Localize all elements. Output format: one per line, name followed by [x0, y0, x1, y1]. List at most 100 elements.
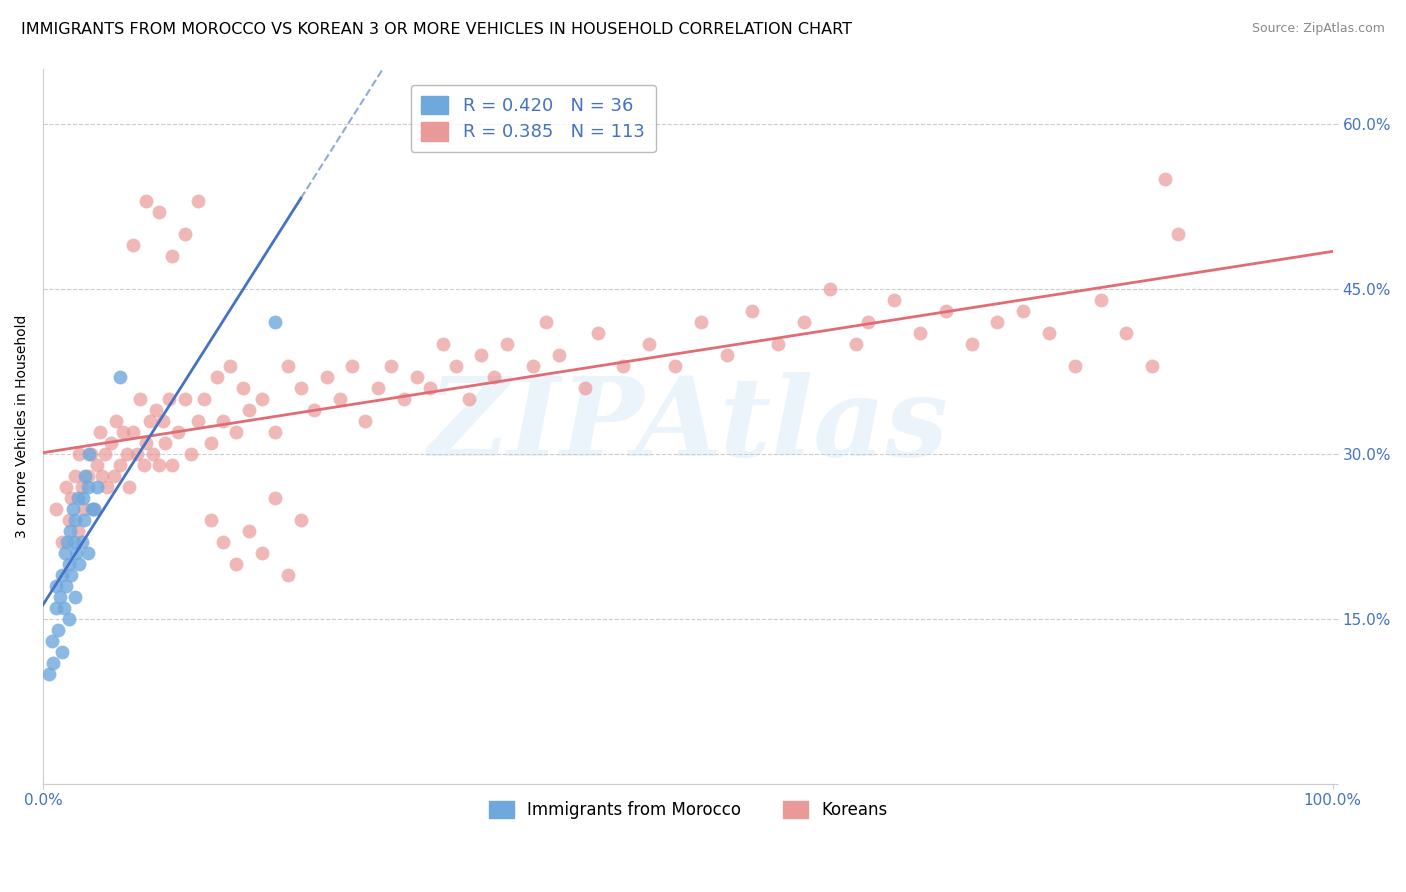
Point: [55, 480, 77, 494]
Point: [329, 392, 352, 406]
Point: [145, 402, 167, 417]
Point: [766, 336, 789, 351]
Point: [125, 447, 148, 461]
Point: [232, 381, 254, 395]
Point: [135, 435, 157, 450]
Point: [574, 381, 596, 395]
Point: [160, 249, 183, 263]
Point: [62, 501, 84, 516]
Point: [986, 315, 1008, 329]
Point: [72, 491, 94, 505]
Point: [67, 557, 90, 571]
Point: [91, 468, 114, 483]
Point: [496, 336, 519, 351]
Point: [238, 524, 260, 538]
Point: [79, 447, 101, 461]
Point: [45, 579, 67, 593]
Point: [264, 315, 287, 329]
Point: [432, 336, 454, 351]
Point: [94, 447, 117, 461]
Point: [110, 458, 132, 472]
Point: [53, 546, 76, 560]
Text: ZIPAtlas: ZIPAtlas: [427, 372, 948, 480]
Y-axis label: 3 or more Vehicles in Household: 3 or more Vehicles in Household: [15, 315, 30, 538]
Point: [1154, 171, 1177, 186]
Point: [342, 359, 364, 373]
Text: IMMIGRANTS FROM MOROCCO VS KOREAN 3 OR MORE VEHICLES IN HOUSEHOLD CORRELATION CH: IMMIGRANTS FROM MOROCCO VS KOREAN 3 OR M…: [21, 22, 852, 37]
Point: [844, 336, 866, 351]
Point: [1090, 293, 1112, 307]
Point: [60, 491, 83, 505]
Point: [70, 534, 93, 549]
Point: [193, 392, 215, 406]
Point: [290, 381, 312, 395]
Point: [187, 414, 209, 428]
Point: [110, 369, 132, 384]
Point: [122, 425, 145, 439]
Point: [48, 590, 70, 604]
Point: [111, 425, 134, 439]
Point: [315, 369, 337, 384]
Point: [75, 468, 97, 483]
Point: [83, 501, 105, 516]
Point: [290, 513, 312, 527]
Point: [818, 282, 841, 296]
Point: [225, 425, 247, 439]
Point: [380, 359, 402, 373]
Point: [1012, 303, 1035, 318]
Point: [238, 402, 260, 417]
Point: [79, 447, 101, 461]
Point: [1115, 326, 1137, 340]
Point: [66, 491, 89, 505]
Point: [638, 336, 661, 351]
Point: [45, 600, 67, 615]
Point: [277, 567, 299, 582]
Point: [128, 392, 150, 406]
Text: Source: ZipAtlas.com: Source: ZipAtlas.com: [1251, 22, 1385, 36]
Point: [219, 359, 242, 373]
Point: [63, 468, 86, 483]
Point: [457, 392, 479, 406]
Point: [612, 359, 634, 373]
Point: [367, 381, 389, 395]
Point: [86, 458, 108, 472]
Point: [250, 392, 273, 406]
Point: [1063, 359, 1085, 373]
Point: [41, 633, 63, 648]
Point: [689, 315, 711, 329]
Point: [155, 435, 177, 450]
Point: [547, 348, 569, 362]
Point: [100, 435, 122, 450]
Point: [141, 447, 163, 461]
Point: [67, 447, 90, 461]
Point: [1167, 227, 1189, 241]
Point: [77, 468, 100, 483]
Point: [51, 534, 73, 549]
Point: [77, 480, 100, 494]
Point: [264, 425, 287, 439]
Point: [60, 567, 83, 582]
Point: [80, 501, 103, 516]
Point: [484, 369, 506, 384]
Point: [73, 501, 96, 516]
Point: [45, 501, 67, 516]
Point: [883, 293, 905, 307]
Legend: Immigrants from Morocco, Koreans: Immigrants from Morocco, Koreans: [482, 794, 894, 825]
Point: [58, 513, 80, 527]
Point: [59, 524, 82, 538]
Point: [63, 590, 86, 604]
Point: [406, 369, 429, 384]
Point: [148, 458, 170, 472]
Point: [1140, 359, 1163, 373]
Point: [105, 414, 128, 428]
Point: [586, 326, 609, 340]
Point: [264, 491, 287, 505]
Point: [200, 513, 222, 527]
Point: [139, 414, 162, 428]
Point: [858, 315, 880, 329]
Point: [664, 359, 686, 373]
Point: [148, 204, 170, 219]
Point: [160, 458, 183, 472]
Point: [63, 534, 86, 549]
Point: [200, 435, 222, 450]
